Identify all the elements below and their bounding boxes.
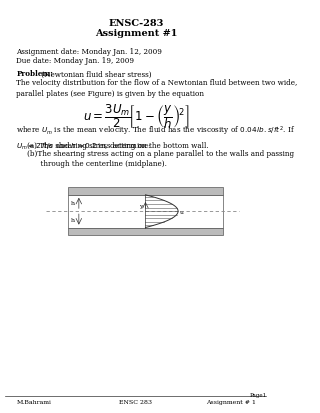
Text: (a) The shearing stress acting on the bottom wall.: (a) The shearing stress acting on the bo… (27, 141, 209, 149)
Text: Due date: Monday Jan. 19, 2009: Due date: Monday Jan. 19, 2009 (16, 57, 134, 64)
Text: $u = \dfrac{3U_m}{2}\!\left[1 - \left(\dfrac{y}{h}\right)^{\!2}\right]$: $u = \dfrac{3U_m}{2}\!\left[1 - \left(\d… (83, 102, 189, 131)
Text: M.Bahrami: M.Bahrami (16, 399, 51, 404)
Text: u: u (180, 209, 184, 214)
Text: (Newtonian fluid shear stress): (Newtonian fluid shear stress) (39, 70, 152, 78)
Text: where $U_m$ is the mean velocity. The fluid has the viscosity of $0.04\,lb.s/ft^: where $U_m$ is the mean velocity. The fl… (16, 124, 296, 152)
FancyBboxPatch shape (68, 188, 223, 195)
Text: Assignment date: Monday Jan. 12, 2009: Assignment date: Monday Jan. 12, 2009 (16, 47, 162, 55)
Text: Assignment #1: Assignment #1 (95, 29, 177, 38)
Text: ENSC-283: ENSC-283 (108, 19, 164, 28)
Text: h: h (71, 217, 75, 222)
Text: ENSC 283: ENSC 283 (119, 399, 152, 404)
Text: (b)The shearing stress acting on a plane parallel to the walls and passing
     : (b)The shearing stress acting on a plane… (27, 150, 294, 168)
Text: Problem:: Problem: (16, 70, 53, 78)
Text: Assignment # 1: Assignment # 1 (205, 399, 256, 404)
FancyBboxPatch shape (68, 228, 223, 235)
Text: Page1: Page1 (249, 392, 267, 397)
Text: y: y (139, 203, 142, 208)
Text: The velocity distribution for the flow of a Newtonian fluid between two wide,
pa: The velocity distribution for the flow o… (16, 79, 298, 97)
FancyBboxPatch shape (68, 195, 223, 228)
Text: h: h (71, 201, 75, 206)
